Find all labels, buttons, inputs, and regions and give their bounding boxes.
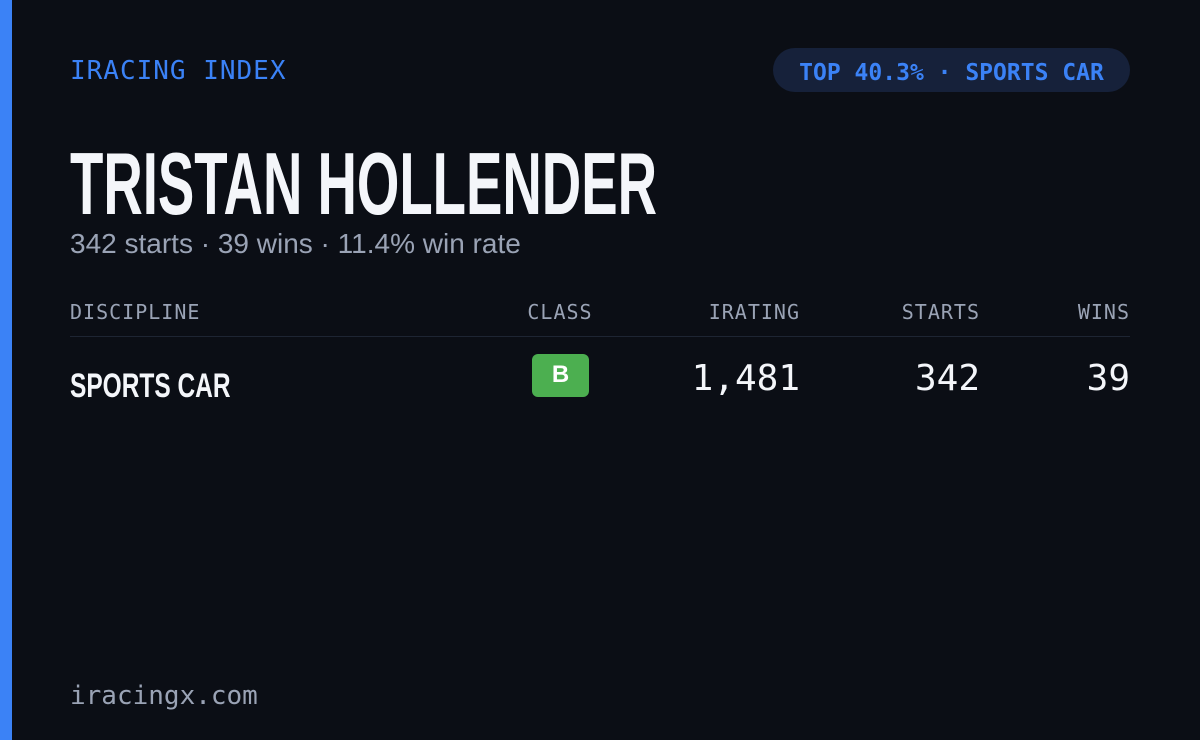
divider bbox=[70, 336, 1130, 337]
discipline: SPORTS CAR bbox=[70, 367, 231, 405]
discipline-wrap: SPORTS CAR bbox=[70, 364, 293, 408]
class-badge: B bbox=[532, 354, 589, 397]
column-header: STARTS bbox=[901, 300, 980, 324]
driver-name: TRISTAN HOLLENDER bbox=[70, 134, 658, 233]
brand: IRACING INDEX bbox=[70, 56, 287, 86]
column-header: WINS bbox=[1077, 300, 1130, 324]
starts: 342 bbox=[914, 358, 980, 399]
summary: 342 starts · 39 wins · 11.4% win rate bbox=[70, 228, 521, 259]
driver-name-wrap: TRISTAN HOLLENDER bbox=[70, 134, 1017, 234]
accent-bar bbox=[0, 0, 12, 740]
column-header: DISCIPLINE bbox=[70, 300, 201, 324]
rank-badge: TOP 40.3% · SPORTS CAR bbox=[773, 48, 1130, 92]
column-header: IRATING bbox=[708, 300, 800, 324]
irating: 1,481 bbox=[691, 358, 800, 399]
footer-url: iracingx.com bbox=[70, 681, 258, 711]
column-header: CLASS bbox=[527, 300, 593, 324]
wins: 39 bbox=[1086, 358, 1130, 399]
